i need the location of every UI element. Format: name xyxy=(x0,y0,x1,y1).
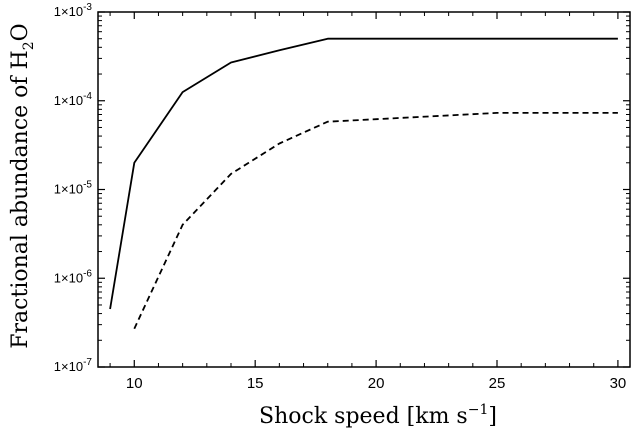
y-tick-label: 1×10-5 xyxy=(54,180,93,197)
x-axis: 10 15 20 25 30 xyxy=(109,12,627,392)
y-tick-label: 1×10-4 xyxy=(54,91,93,108)
y-axis-title: Fractional abundance of H2O xyxy=(8,23,37,348)
plot-area xyxy=(97,11,631,368)
x-tick-label: 20 xyxy=(368,375,385,392)
y-tick-label: 1×10-3 xyxy=(54,2,93,19)
x-axis-title: Shock speed [km s−1] xyxy=(259,402,497,429)
series-line-solid xyxy=(109,37,618,310)
x-tick-label: 15 xyxy=(247,375,264,392)
series-layer xyxy=(109,37,618,330)
y-tick-label: 1×10-6 xyxy=(54,268,93,285)
x-tick-label: 25 xyxy=(489,375,506,392)
series-line-dashed xyxy=(133,112,618,330)
y-tick-label: 1×10-7 xyxy=(54,357,93,374)
y-axis: 1×10-7 1×10-6 1×10-5 1×10-4 1×10-3 xyxy=(54,2,630,374)
x-tick-label: 30 xyxy=(610,375,627,392)
x-tick-label: 10 xyxy=(126,375,143,392)
